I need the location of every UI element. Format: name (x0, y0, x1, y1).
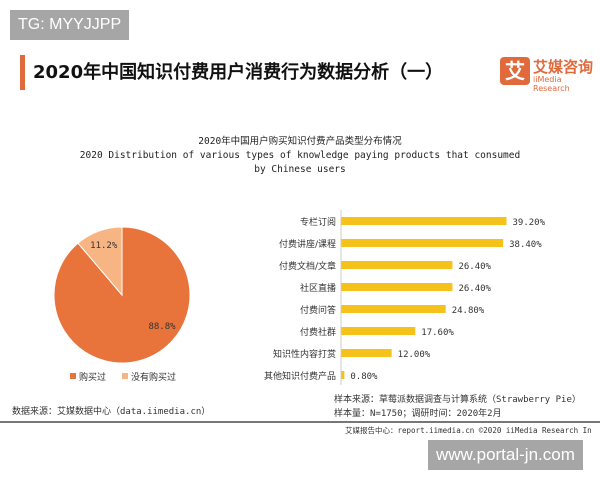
bar-value-label: 26.40% (458, 262, 491, 272)
bar-category-label: 社区直播 (300, 282, 336, 294)
legend-label: 购买过 (79, 371, 106, 383)
bar (341, 305, 446, 313)
chart-subtitle: 2020 Distribution of various types of kn… (79, 150, 521, 161)
chart-subtitle-2: by Chinese users (254, 164, 346, 175)
bar-category-label: 付费社群 (300, 326, 336, 338)
bar (341, 283, 453, 291)
sample-source: 样本来源：草莓派数据调查与计算系统（Strawberry Pie） (334, 395, 581, 405)
data-source: 数据来源：艾媒数据中心（data.iimedia.cn） (12, 407, 211, 417)
title-accent (20, 55, 25, 90)
bar-value-label: 24.80% (452, 306, 485, 316)
legend-swatch (122, 373, 128, 379)
bar (341, 327, 416, 335)
logo-mark: 艾 (500, 57, 530, 85)
bar-value-label: 12.00% (398, 350, 431, 360)
bar-value-label: 38.40% (509, 240, 542, 250)
report-footer: 艾媒报告中心：report.iimedia.cn ©2020 iiMedia R… (345, 426, 592, 435)
page-title: 2020年中国知识付费用户消费行为数据分析（一） (33, 62, 444, 83)
watermark: www.portal-jn.com (428, 440, 583, 470)
bar-category-label: 知识性内容打赏 (273, 348, 336, 360)
bar-value-label: 26.40% (458, 284, 491, 294)
bar (341, 217, 507, 225)
legend-label: 没有购买过 (131, 371, 176, 383)
logo-text: 艾媒咨询 (533, 58, 594, 76)
bar-category-label: 付费讲座/课程 (279, 238, 336, 250)
sample-size: 样本量：N=1750；调研时间：2020年2月 (334, 409, 502, 419)
bar-value-label: 0.80% (350, 372, 378, 382)
logo-subtext: iiMedia Research (533, 75, 570, 93)
bar-category-label: 其他知识付费产品 (264, 370, 336, 382)
bar-category-label: 专栏订阅 (300, 216, 336, 228)
pie-slice (77, 226, 123, 297)
watermark: TG: MYYJJPP (10, 10, 130, 40)
chart-title-cn: 2020年中国用户购买知识付费产品类型分布情况 (198, 136, 402, 147)
legend-swatch (70, 373, 76, 379)
divider (0, 421, 600, 423)
bar-category-label: 付费问答 (300, 304, 336, 316)
chart-title: 2020年中国用户购买知识付费产品类型分布情况 2020 Distributio… (0, 135, 600, 177)
bar (341, 239, 504, 247)
bar (341, 349, 392, 357)
pie-label: 88.8% (148, 322, 176, 332)
bar-value-label: 39.20% (513, 218, 546, 228)
pie-label: 11.2% (90, 241, 118, 251)
bar-value-label: 17.60% (421, 328, 454, 338)
bar (341, 371, 345, 379)
bar (341, 261, 453, 269)
bar-category-label: 付费文档/文章 (279, 260, 336, 272)
